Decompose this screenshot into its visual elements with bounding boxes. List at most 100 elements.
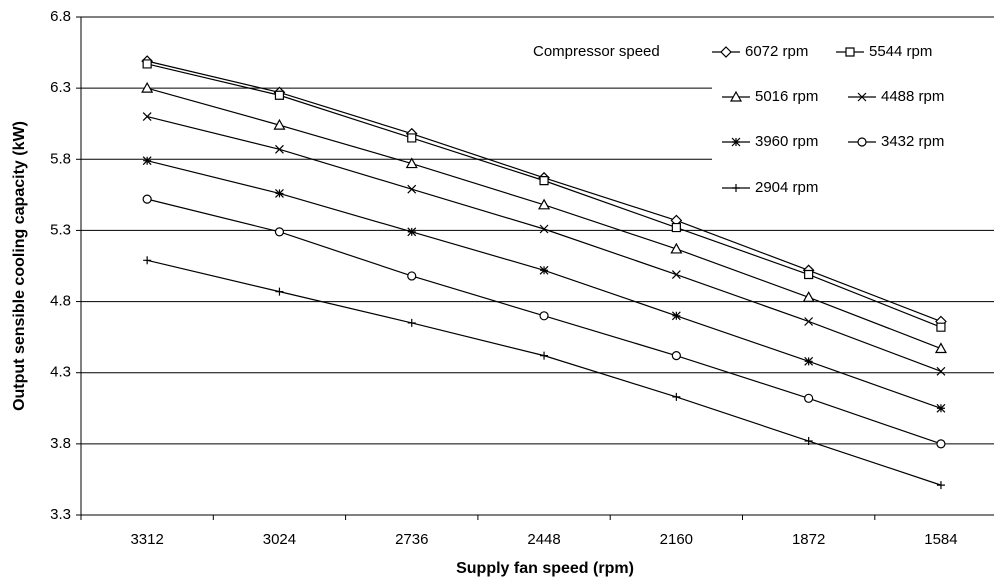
- marker: [275, 144, 284, 154]
- marker-part: [804, 317, 814, 326]
- marker-part: [407, 271, 417, 281]
- marker: [934, 342, 947, 354]
- marker: [539, 224, 549, 234]
- marker-part: [407, 227, 417, 237]
- marker: [804, 437, 813, 446]
- y-tick-label: 5.3: [50, 221, 71, 238]
- marker-part: [539, 265, 549, 275]
- marker-part: [670, 242, 683, 254]
- marker: [407, 133, 417, 143]
- y-tick-label: 5.8: [50, 150, 71, 167]
- x-tick-label: 2736: [395, 531, 428, 548]
- marker: [538, 198, 551, 210]
- marker-part: [274, 90, 285, 100]
- marker-part: [671, 270, 681, 279]
- legend-label: 4488 rpm: [881, 88, 944, 105]
- marker: [142, 59, 152, 69]
- marker-part: [141, 81, 154, 93]
- marker: [671, 351, 681, 361]
- marker: [539, 176, 549, 186]
- marker: [275, 287, 284, 296]
- marker-part: [671, 222, 681, 233]
- marker: [672, 392, 681, 401]
- marker: [273, 118, 286, 130]
- marker-part: [731, 137, 741, 147]
- y-tick-label: 6.8: [50, 8, 71, 25]
- marker-part: [804, 356, 814, 366]
- legend-label: 3432 rpm: [881, 133, 944, 150]
- marker: [936, 403, 946, 413]
- x-tick-label: 2448: [527, 531, 560, 548]
- marker: [804, 269, 814, 280]
- marker-part: [672, 392, 681, 401]
- marker: [671, 311, 681, 321]
- marker-part: [804, 393, 814, 403]
- marker-part: [804, 269, 814, 280]
- x-axis-title: Supply fan speed (rpm): [456, 560, 634, 577]
- marker-part: [143, 256, 152, 265]
- marker: [732, 184, 740, 192]
- legend-label: 2904 rpm: [755, 179, 818, 196]
- marker-part: [936, 439, 946, 449]
- marker: [857, 92, 867, 102]
- marker: [540, 351, 549, 360]
- marker-part: [142, 59, 152, 69]
- marker: [857, 137, 867, 147]
- marker-part: [275, 287, 284, 296]
- marker-part: [142, 194, 152, 204]
- marker-part: [671, 351, 681, 361]
- y-tick-label: 4.8: [50, 293, 71, 310]
- marker-part: [936, 481, 945, 490]
- marker: [936, 481, 945, 490]
- legend-label: 5544 rpm: [869, 43, 932, 60]
- marker-part: [275, 144, 284, 154]
- marker-part: [720, 46, 732, 58]
- marker-part: [540, 351, 549, 360]
- marker: [407, 227, 417, 237]
- marker-part: [857, 92, 867, 102]
- marker: [407, 318, 416, 327]
- x-tick-label: 3312: [130, 531, 163, 548]
- marker: [407, 184, 417, 194]
- marker: [539, 311, 549, 321]
- marker: [936, 322, 946, 332]
- marker: [274, 90, 285, 100]
- legend-label: 3960 rpm: [755, 133, 818, 150]
- marker: [671, 270, 681, 279]
- marker-part: [407, 133, 417, 143]
- marker: [720, 46, 732, 58]
- marker-part: [671, 311, 681, 321]
- marker-part: [539, 311, 549, 321]
- marker: [407, 271, 417, 281]
- marker-part: [539, 176, 549, 186]
- marker: [142, 194, 152, 204]
- marker-part: [142, 112, 152, 122]
- marker: [142, 156, 152, 166]
- marker-part: [936, 322, 946, 332]
- marker: [845, 47, 855, 57]
- marker-part: [405, 157, 418, 169]
- marker-part: [538, 198, 551, 210]
- marker: [142, 112, 152, 122]
- legend-box: [712, 30, 994, 208]
- marker-part: [539, 224, 549, 234]
- x-tick-label: 1584: [924, 531, 957, 548]
- series-line: [147, 198, 942, 445]
- marker-part: [804, 437, 813, 446]
- marker: [539, 265, 549, 275]
- marker: [274, 227, 285, 237]
- y-tick-label: 3.3: [50, 506, 71, 523]
- legend-label: 5016 rpm: [755, 88, 818, 105]
- marker-part: [274, 227, 285, 237]
- marker-part: [802, 291, 815, 302]
- marker-part: [273, 118, 286, 130]
- marker: [405, 157, 418, 169]
- legend: Compressor speed 6072 rpm 5544 rpm 5016 rpm…: [533, 30, 994, 208]
- marker-part: [936, 366, 946, 376]
- marker: [141, 81, 154, 93]
- marker: [671, 222, 681, 233]
- legend-title: Compressor speed: [533, 43, 660, 60]
- marker: [731, 137, 741, 147]
- marker: [804, 356, 814, 366]
